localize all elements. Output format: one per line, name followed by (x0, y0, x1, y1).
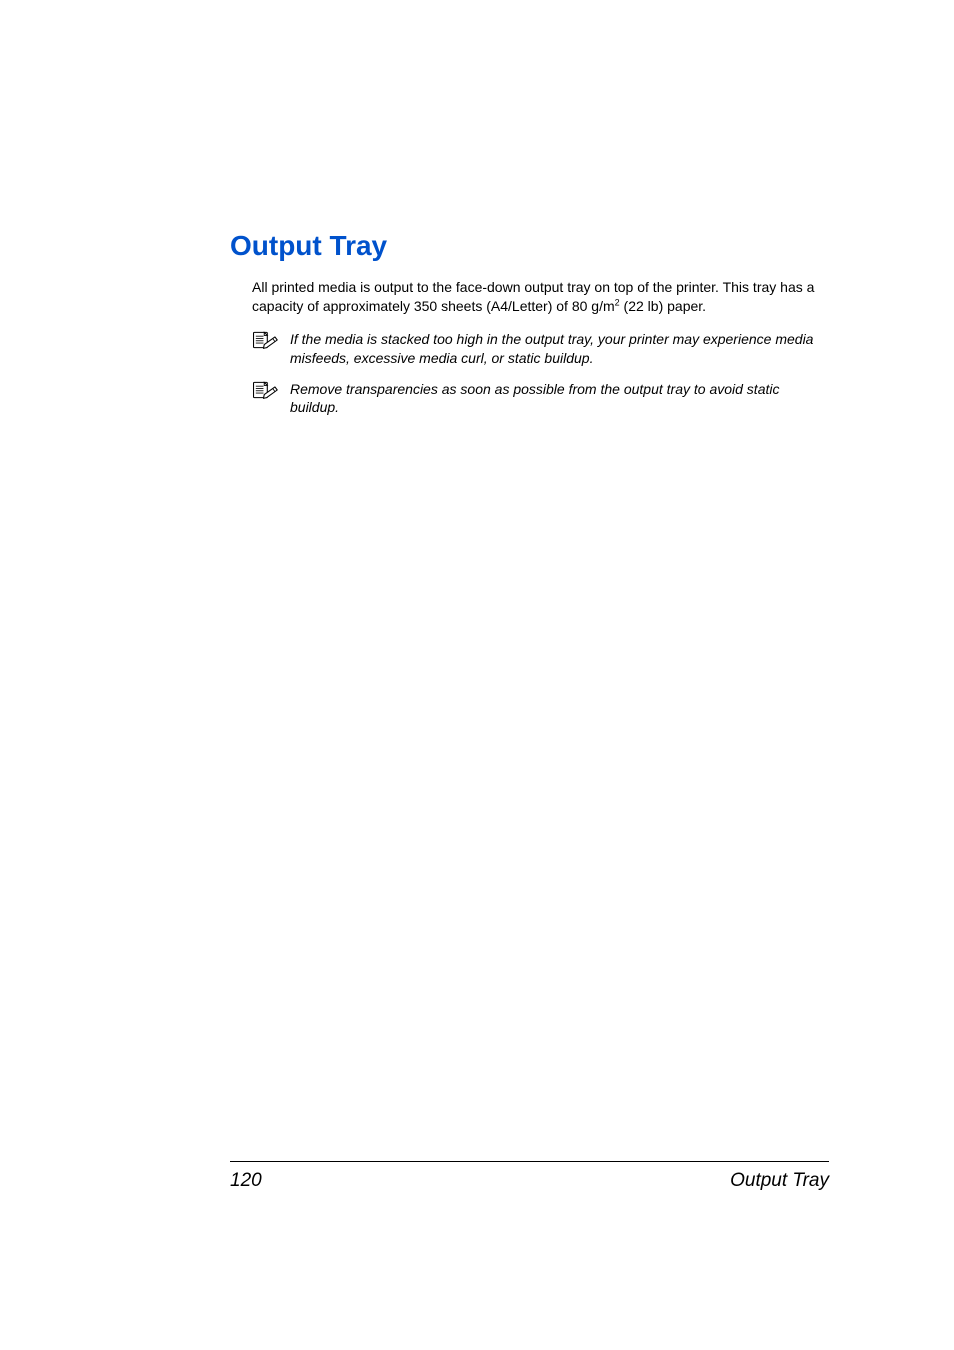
note-icon (252, 380, 278, 400)
footer-divider (230, 1161, 829, 1162)
section-heading: Output Tray (230, 230, 829, 262)
footer-section-title: Output Tray (730, 1170, 829, 1192)
note-row-1: If the media is stacked too high in the … (252, 330, 829, 368)
note-icon (252, 330, 278, 350)
page: Output Tray All printed media is output … (0, 0, 954, 1350)
page-number: 120 (230, 1170, 262, 1192)
note-text-2: Remove transparencies as soon as possibl… (290, 380, 829, 418)
footer-row: 120 Output Tray (230, 1170, 829, 1192)
page-footer: 120 Output Tray (230, 1161, 829, 1192)
intro-line2b: (22 lb) paper. (620, 298, 706, 314)
note-text-1: If the media is stacked too high in the … (290, 330, 829, 368)
content-block: All printed media is output to the face-… (252, 278, 829, 417)
note-row-2: Remove transparencies as soon as possibl… (252, 380, 829, 418)
intro-line1: All printed media is output to the face-… (252, 279, 719, 295)
intro-paragraph: All printed media is output to the face-… (252, 278, 829, 316)
